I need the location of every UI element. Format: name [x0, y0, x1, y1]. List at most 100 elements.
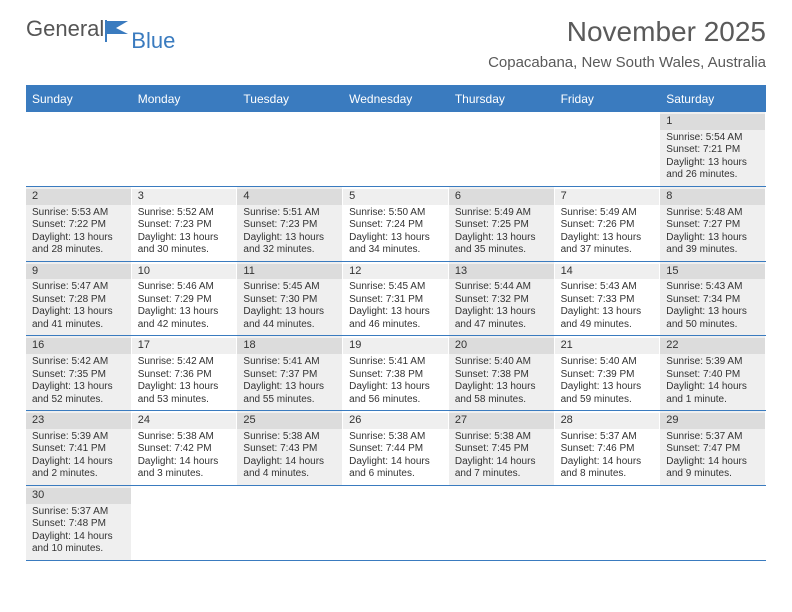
sunrise-text: Sunrise: 5:37 AM [561, 431, 654, 444]
day-number: 18 [237, 338, 342, 354]
sunset-text: Sunset: 7:44 PM [349, 443, 442, 456]
day-header: Friday [555, 87, 661, 112]
daylight1-text: Daylight: 14 hours [243, 456, 336, 469]
day-cell: 2Sunrise: 5:53 AMSunset: 7:22 PMDaylight… [26, 187, 132, 261]
title-block: November 2025 Copacabana, New South Wale… [488, 16, 766, 71]
empty-cell [449, 486, 555, 560]
day-number: 16 [26, 338, 131, 354]
sunset-text: Sunset: 7:27 PM [666, 219, 759, 232]
daylight2-text: and 26 minutes. [666, 169, 759, 182]
sunset-text: Sunset: 7:32 PM [455, 294, 548, 307]
day-number: 12 [343, 264, 448, 280]
sunset-text: Sunset: 7:26 PM [561, 219, 654, 232]
sunrise-text: Sunrise: 5:43 AM [666, 281, 759, 294]
day-number: 13 [449, 264, 554, 280]
day-number: 17 [132, 338, 237, 354]
daylight2-text: and 6 minutes. [349, 468, 442, 481]
day-cell: 25Sunrise: 5:38 AMSunset: 7:43 PMDayligh… [237, 411, 343, 485]
daylight1-text: Daylight: 13 hours [455, 381, 548, 394]
sunset-text: Sunset: 7:28 PM [32, 294, 125, 307]
daylight2-text: and 8 minutes. [561, 468, 654, 481]
day-header: Wednesday [343, 87, 449, 112]
daylight1-text: Daylight: 13 hours [349, 232, 442, 245]
sunset-text: Sunset: 7:47 PM [666, 443, 759, 456]
sunset-text: Sunset: 7:34 PM [666, 294, 759, 307]
daylight2-text: and 42 minutes. [138, 319, 231, 332]
day-number: 15 [660, 264, 765, 280]
daylight2-text: and 50 minutes. [666, 319, 759, 332]
sunrise-text: Sunrise: 5:42 AM [138, 356, 231, 369]
daylight1-text: Daylight: 13 hours [243, 232, 336, 245]
sunrise-text: Sunrise: 5:42 AM [32, 356, 125, 369]
empty-cell [343, 112, 449, 186]
empty-cell [132, 112, 238, 186]
daylight1-text: Daylight: 13 hours [666, 306, 759, 319]
flag-icon [104, 18, 132, 44]
sunset-text: Sunset: 7:35 PM [32, 369, 125, 382]
day-number: 27 [449, 413, 554, 429]
day-cell: 16Sunrise: 5:42 AMSunset: 7:35 PMDayligh… [26, 336, 132, 410]
daylight1-text: Daylight: 13 hours [561, 232, 654, 245]
day-number: 7 [555, 189, 660, 205]
calendar: Sunday Monday Tuesday Wednesday Thursday… [26, 85, 766, 561]
daylight2-text: and 39 minutes. [666, 244, 759, 257]
day-number: 30 [26, 488, 131, 504]
day-header: Tuesday [237, 87, 343, 112]
day-number: 10 [132, 264, 237, 280]
sunset-text: Sunset: 7:43 PM [243, 443, 336, 456]
day-header-row: Sunday Monday Tuesday Wednesday Thursday… [26, 87, 766, 112]
sunrise-text: Sunrise: 5:39 AM [32, 431, 125, 444]
daylight2-text: and 10 minutes. [32, 543, 125, 556]
daylight1-text: Daylight: 14 hours [666, 456, 759, 469]
sunrise-text: Sunrise: 5:40 AM [455, 356, 548, 369]
daylight2-text: and 30 minutes. [138, 244, 231, 257]
day-number: 21 [555, 338, 660, 354]
daylight2-text: and 9 minutes. [666, 468, 759, 481]
sunrise-text: Sunrise: 5:46 AM [138, 281, 231, 294]
sunrise-text: Sunrise: 5:47 AM [32, 281, 125, 294]
week-row: 1Sunrise: 5:54 AMSunset: 7:21 PMDaylight… [26, 112, 766, 187]
sunrise-text: Sunrise: 5:54 AM [666, 132, 759, 145]
empty-cell [26, 112, 132, 186]
sunset-text: Sunset: 7:31 PM [349, 294, 442, 307]
sunset-text: Sunset: 7:39 PM [561, 369, 654, 382]
sunset-text: Sunset: 7:37 PM [243, 369, 336, 382]
daylight2-text: and 35 minutes. [455, 244, 548, 257]
daylight1-text: Daylight: 14 hours [138, 456, 231, 469]
day-cell: 14Sunrise: 5:43 AMSunset: 7:33 PMDayligh… [555, 262, 661, 336]
daylight2-text: and 34 minutes. [349, 244, 442, 257]
header: General Blue November 2025 Copacabana, N… [0, 0, 792, 77]
day-cell: 7 Sunrise: 5:49 AMSunset: 7:26 PMDaylight… [555, 187, 661, 261]
day-cell: 15Sunrise: 5:43 AMSunset: 7:34 PMDayligh… [660, 262, 766, 336]
day-cell: 3Sunrise: 5:52 AMSunset: 7:23 PMDaylight… [132, 187, 238, 261]
daylight1-text: Daylight: 13 hours [243, 306, 336, 319]
day-cell: 5Sunrise: 5:50 AMSunset: 7:24 PMDaylight… [343, 187, 449, 261]
sunrise-text: Sunrise: 5:44 AM [455, 281, 548, 294]
sunrise-text: Sunrise: 5:39 AM [666, 356, 759, 369]
sunrise-text: Sunrise: 5:37 AM [666, 431, 759, 444]
day-cell: 9Sunrise: 5:47 AMSunset: 7:28 PMDaylight… [26, 262, 132, 336]
logo-part1: General [26, 16, 104, 42]
daylight1-text: Daylight: 13 hours [455, 232, 548, 245]
daylight2-text: and 56 minutes. [349, 394, 442, 407]
empty-cell [449, 112, 555, 186]
day-cell: 22Sunrise: 5:39 AMSunset: 7:40 PMDayligh… [660, 336, 766, 410]
sunrise-text: Sunrise: 5:49 AM [561, 207, 654, 220]
day-number: 9 [26, 264, 131, 280]
sunset-text: Sunset: 7:45 PM [455, 443, 548, 456]
sunset-text: Sunset: 7:48 PM [32, 518, 125, 531]
daylight2-text: and 4 minutes. [243, 468, 336, 481]
sunset-text: Sunset: 7:24 PM [349, 219, 442, 232]
daylight1-text: Daylight: 14 hours [32, 456, 125, 469]
day-cell: 28Sunrise: 5:37 AMSunset: 7:46 PMDayligh… [555, 411, 661, 485]
week-row: 2Sunrise: 5:53 AMSunset: 7:22 PMDaylight… [26, 187, 766, 262]
logo-row: General Blue November 2025 Copacabana, N… [26, 16, 766, 71]
daylight1-text: Daylight: 13 hours [666, 157, 759, 170]
page-title: November 2025 [488, 16, 766, 48]
day-number: 26 [343, 413, 448, 429]
day-number: 25 [237, 413, 342, 429]
day-cell: 17Sunrise: 5:42 AMSunset: 7:36 PMDayligh… [132, 336, 238, 410]
daylight2-text: and 55 minutes. [243, 394, 336, 407]
sunrise-text: Sunrise: 5:41 AM [349, 356, 442, 369]
sunrise-text: Sunrise: 5:50 AM [349, 207, 442, 220]
